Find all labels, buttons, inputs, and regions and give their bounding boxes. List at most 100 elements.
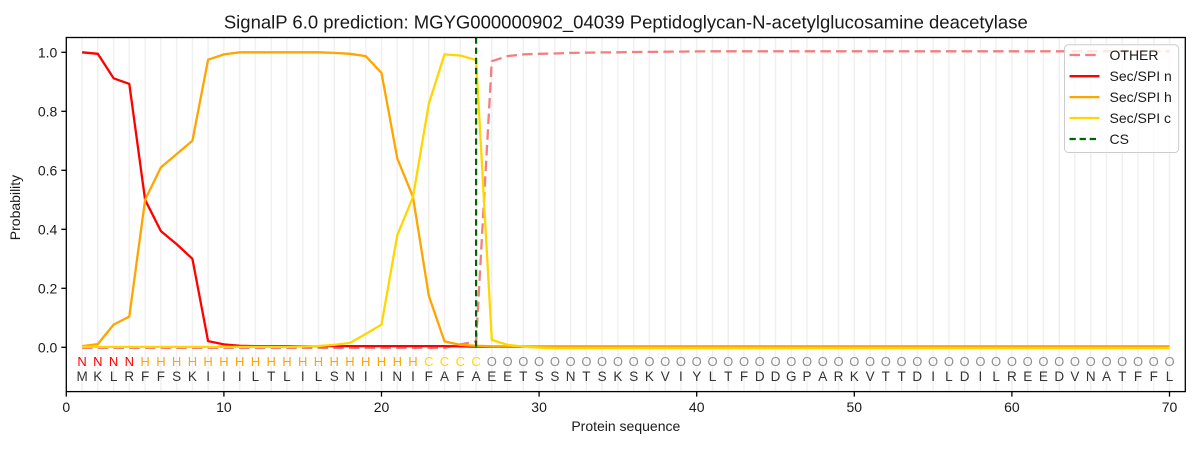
svg-text:O: O xyxy=(991,354,1001,369)
svg-text:I: I xyxy=(206,369,210,384)
svg-text:N: N xyxy=(93,354,102,369)
svg-text:70: 70 xyxy=(1162,399,1178,415)
svg-text:F: F xyxy=(425,369,433,384)
svg-text:L: L xyxy=(992,369,1000,384)
svg-text:D: D xyxy=(755,369,765,384)
svg-text:O: O xyxy=(518,354,528,369)
svg-text:I: I xyxy=(301,369,305,384)
svg-text:O: O xyxy=(1007,354,1017,369)
svg-text:L: L xyxy=(709,369,717,384)
svg-text:O: O xyxy=(755,354,765,369)
svg-text:O: O xyxy=(1149,354,1159,369)
svg-text:O: O xyxy=(629,354,639,369)
svg-text:O: O xyxy=(487,354,497,369)
svg-text:O: O xyxy=(960,354,970,369)
svg-text:O: O xyxy=(975,354,985,369)
svg-text:O: O xyxy=(534,354,544,369)
svg-text:S: S xyxy=(172,369,181,384)
svg-text:O: O xyxy=(928,354,938,369)
svg-text:F: F xyxy=(1150,369,1158,384)
svg-text:C: C xyxy=(471,354,480,369)
svg-text:F: F xyxy=(141,369,149,384)
svg-text:O: O xyxy=(1023,354,1033,369)
svg-text:H: H xyxy=(156,354,165,369)
svg-text:F: F xyxy=(456,369,464,384)
svg-text:O: O xyxy=(881,354,891,369)
svg-text:N: N xyxy=(566,369,576,384)
svg-text:I: I xyxy=(380,369,384,384)
svg-text:L: L xyxy=(945,369,953,384)
svg-text:O: O xyxy=(1038,354,1048,369)
svg-text:50: 50 xyxy=(847,399,863,415)
svg-text:V: V xyxy=(661,369,670,384)
svg-text:40: 40 xyxy=(689,399,705,415)
svg-text:30: 30 xyxy=(531,399,547,415)
svg-text:A: A xyxy=(472,369,481,384)
svg-text:O: O xyxy=(1133,354,1143,369)
svg-text:Probability: Probability xyxy=(7,175,23,240)
svg-text:H: H xyxy=(267,354,276,369)
svg-text:L: L xyxy=(283,369,291,384)
svg-text:G: G xyxy=(786,369,797,384)
svg-text:L: L xyxy=(252,369,260,384)
svg-text:H: H xyxy=(345,354,354,369)
svg-text:O: O xyxy=(739,354,749,369)
svg-text:0.0: 0.0 xyxy=(38,339,58,355)
svg-text:L: L xyxy=(315,369,323,384)
svg-text:Y: Y xyxy=(692,369,701,384)
svg-text:E: E xyxy=(1023,369,1032,384)
svg-text:F: F xyxy=(1134,369,1142,384)
svg-text:L: L xyxy=(110,369,118,384)
svg-text:I: I xyxy=(979,369,983,384)
svg-text:K: K xyxy=(613,369,622,384)
svg-text:H: H xyxy=(282,354,291,369)
svg-text:O: O xyxy=(865,354,875,369)
svg-text:O: O xyxy=(818,354,828,369)
svg-text:M: M xyxy=(76,369,87,384)
svg-text:Sec/SPI h: Sec/SPI h xyxy=(1110,89,1172,105)
svg-text:T: T xyxy=(519,369,527,384)
svg-text:H: H xyxy=(251,354,260,369)
svg-text:O: O xyxy=(581,354,591,369)
svg-text:O: O xyxy=(707,354,717,369)
svg-text:O: O xyxy=(660,354,670,369)
svg-text:O: O xyxy=(550,354,560,369)
svg-text:SignalP 6.0 prediction: MGYG00: SignalP 6.0 prediction: MGYG000000902_04… xyxy=(224,12,1028,34)
svg-text:H: H xyxy=(140,354,149,369)
svg-text:D: D xyxy=(1054,369,1064,384)
svg-text:H: H xyxy=(188,354,197,369)
svg-text:S: S xyxy=(330,369,339,384)
svg-text:O: O xyxy=(849,354,859,369)
svg-text:O: O xyxy=(723,354,733,369)
svg-text:O: O xyxy=(1054,354,1064,369)
svg-text:R: R xyxy=(124,369,134,384)
svg-text:A: A xyxy=(440,369,449,384)
svg-text:N: N xyxy=(392,369,402,384)
svg-text:60: 60 xyxy=(1004,399,1020,415)
svg-text:H: H xyxy=(393,354,402,369)
svg-text:P: P xyxy=(802,369,811,384)
svg-text:K: K xyxy=(93,369,102,384)
svg-text:T: T xyxy=(1118,369,1126,384)
svg-text:0.4: 0.4 xyxy=(38,221,58,237)
svg-text:OTHER: OTHER xyxy=(1110,47,1159,63)
svg-text:N: N xyxy=(125,354,134,369)
svg-text:O: O xyxy=(944,354,954,369)
svg-text:I: I xyxy=(411,369,415,384)
svg-text:O: O xyxy=(1101,354,1111,369)
svg-text:Sec/SPI n: Sec/SPI n xyxy=(1110,68,1172,84)
svg-text:1.0: 1.0 xyxy=(38,44,58,60)
svg-text:20: 20 xyxy=(374,399,390,415)
svg-text:E: E xyxy=(503,369,512,384)
svg-text:C: C xyxy=(456,354,465,369)
svg-text:C: C xyxy=(440,354,449,369)
svg-text:T: T xyxy=(724,369,732,384)
svg-text:S: S xyxy=(598,369,607,384)
svg-text:S: S xyxy=(535,369,544,384)
svg-text:I: I xyxy=(364,369,368,384)
svg-text:O: O xyxy=(1117,354,1127,369)
svg-text:0.8: 0.8 xyxy=(38,103,58,119)
svg-text:H: H xyxy=(219,354,228,369)
svg-text:O: O xyxy=(644,354,654,369)
svg-text:O: O xyxy=(897,354,907,369)
